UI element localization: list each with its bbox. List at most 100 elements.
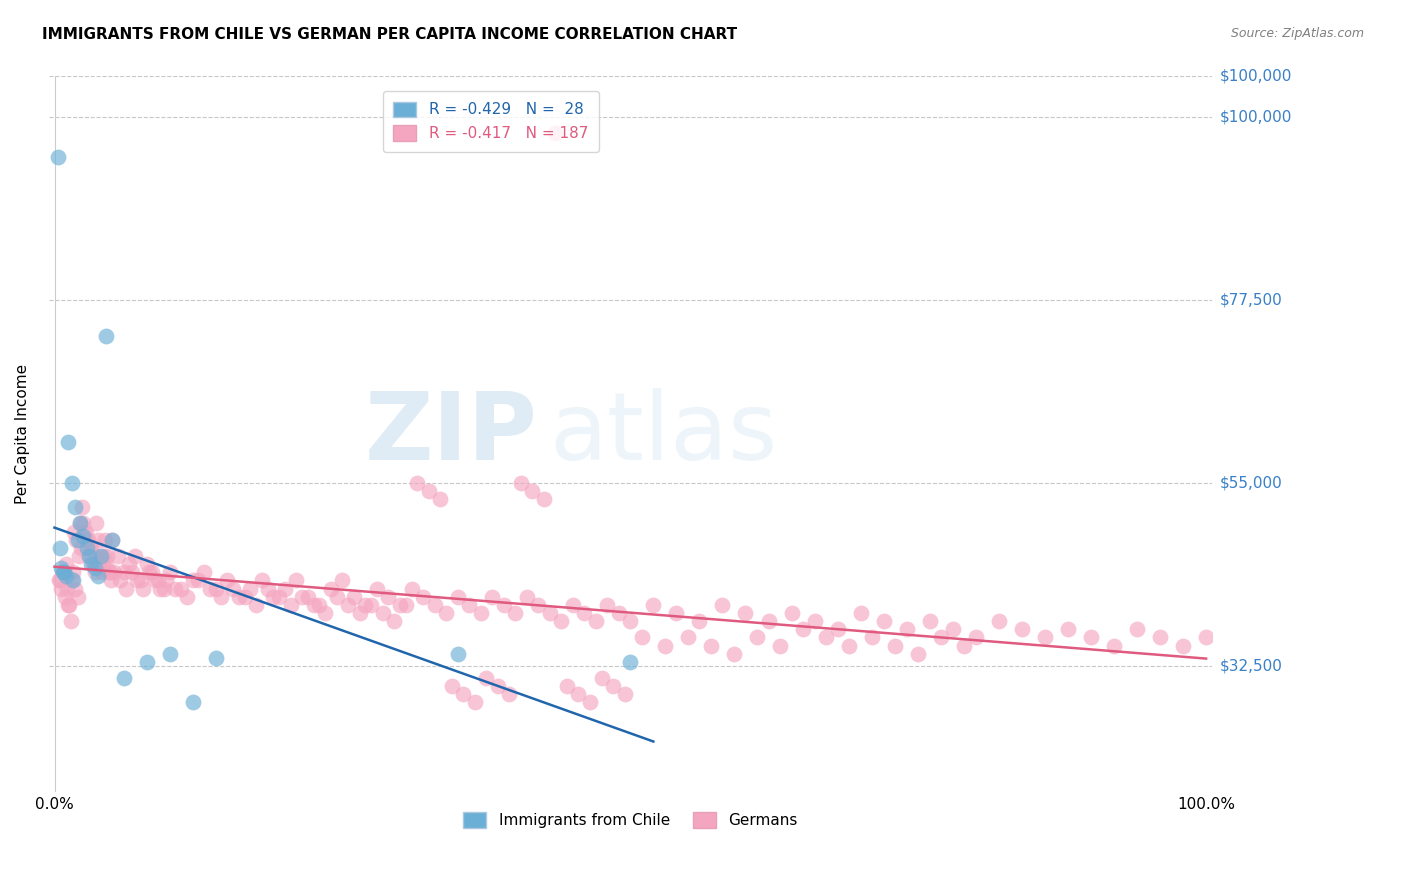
Point bbox=[619, 655, 641, 669]
Point bbox=[291, 590, 314, 604]
Point bbox=[803, 614, 825, 628]
Point bbox=[239, 582, 262, 596]
Point bbox=[349, 606, 371, 620]
Point bbox=[453, 687, 475, 701]
Point bbox=[942, 622, 965, 636]
Point bbox=[319, 582, 342, 596]
Point bbox=[118, 557, 141, 571]
Point bbox=[440, 679, 463, 693]
Point bbox=[56, 582, 79, 596]
Point bbox=[929, 631, 952, 645]
Point bbox=[872, 614, 894, 628]
Point bbox=[965, 631, 987, 645]
Point bbox=[602, 679, 624, 693]
Point bbox=[69, 516, 91, 531]
Point bbox=[97, 566, 120, 580]
Point bbox=[314, 606, 336, 620]
Point bbox=[96, 329, 118, 343]
Point bbox=[1057, 622, 1080, 636]
Point bbox=[516, 590, 538, 604]
Point bbox=[245, 598, 267, 612]
Point bbox=[181, 696, 204, 710]
Point bbox=[204, 582, 226, 596]
Point bbox=[332, 574, 354, 588]
Point bbox=[94, 533, 117, 547]
Point bbox=[475, 671, 498, 685]
Point bbox=[77, 533, 100, 547]
Text: $55,000: $55,000 bbox=[1220, 475, 1282, 491]
Point bbox=[51, 582, 73, 596]
Point bbox=[101, 533, 124, 547]
Point bbox=[838, 639, 860, 653]
Point bbox=[77, 549, 100, 563]
Point bbox=[464, 696, 486, 710]
Point bbox=[533, 492, 555, 507]
Point bbox=[211, 590, 233, 604]
Point bbox=[654, 639, 676, 653]
Point bbox=[165, 582, 187, 596]
Point bbox=[522, 483, 544, 498]
Point bbox=[412, 590, 434, 604]
Point bbox=[1195, 631, 1218, 645]
Point bbox=[79, 541, 101, 555]
Point bbox=[103, 566, 125, 580]
Point bbox=[470, 606, 492, 620]
Point bbox=[159, 647, 181, 661]
Text: $32,500: $32,500 bbox=[1220, 658, 1284, 673]
Point bbox=[527, 598, 550, 612]
Point bbox=[574, 606, 596, 620]
Point bbox=[159, 566, 181, 580]
Point bbox=[69, 516, 91, 531]
Point bbox=[308, 598, 330, 612]
Point bbox=[492, 598, 515, 612]
Point bbox=[65, 500, 87, 515]
Point bbox=[613, 687, 636, 701]
Point bbox=[371, 606, 394, 620]
Point bbox=[82, 557, 104, 571]
Point bbox=[76, 533, 98, 547]
Point bbox=[101, 533, 124, 547]
Point bbox=[377, 590, 399, 604]
Point bbox=[446, 590, 468, 604]
Point bbox=[155, 574, 177, 588]
Point bbox=[585, 614, 607, 628]
Point bbox=[65, 533, 87, 547]
Point bbox=[58, 435, 80, 450]
Point bbox=[46, 150, 69, 164]
Point bbox=[734, 606, 756, 620]
Point bbox=[711, 598, 734, 612]
Point bbox=[280, 598, 302, 612]
Point bbox=[198, 582, 221, 596]
Point bbox=[60, 475, 83, 490]
Point bbox=[591, 671, 613, 685]
Point bbox=[49, 574, 72, 588]
Point bbox=[90, 566, 112, 580]
Point bbox=[90, 549, 112, 563]
Point bbox=[643, 598, 665, 612]
Point bbox=[1171, 639, 1194, 653]
Point bbox=[100, 574, 122, 588]
Point bbox=[228, 590, 250, 604]
Point bbox=[112, 566, 135, 580]
Point bbox=[1149, 631, 1171, 645]
Point bbox=[406, 475, 429, 490]
Point bbox=[758, 614, 780, 628]
Point bbox=[481, 590, 503, 604]
Point bbox=[267, 590, 290, 604]
Point bbox=[619, 614, 641, 628]
Point bbox=[498, 687, 520, 701]
Point bbox=[59, 614, 82, 628]
Point bbox=[1102, 639, 1125, 653]
Point bbox=[607, 606, 630, 620]
Point bbox=[52, 566, 75, 580]
Point bbox=[124, 549, 146, 563]
Point bbox=[217, 574, 239, 588]
Point bbox=[70, 500, 93, 515]
Point bbox=[815, 631, 838, 645]
Point bbox=[93, 549, 115, 563]
Point bbox=[87, 533, 110, 547]
Point bbox=[132, 582, 155, 596]
Point bbox=[62, 574, 84, 588]
Point bbox=[285, 574, 308, 588]
Text: atlas: atlas bbox=[548, 388, 778, 480]
